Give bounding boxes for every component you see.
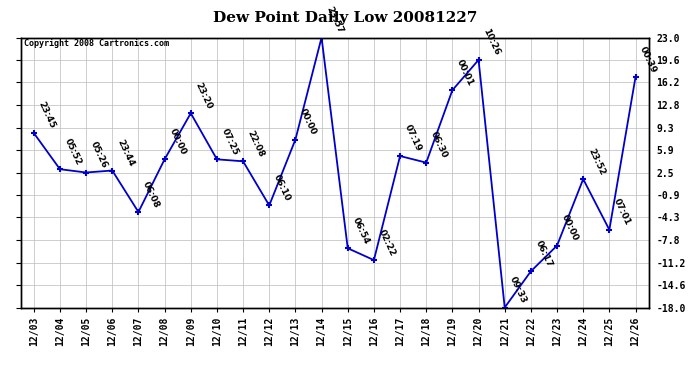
Text: 00:00: 00:00 — [168, 127, 188, 156]
Text: 06:08: 06:08 — [141, 180, 161, 209]
Text: 06:10: 06:10 — [272, 173, 292, 202]
Text: Copyright 2008 Cartronics.com: Copyright 2008 Cartronics.com — [24, 39, 169, 48]
Text: 23:57: 23:57 — [324, 5, 344, 35]
Text: 00:01: 00:01 — [455, 58, 475, 87]
Text: 02:22: 02:22 — [377, 228, 397, 257]
Text: 07:19: 07:19 — [403, 123, 423, 153]
Text: 23:44: 23:44 — [115, 138, 135, 168]
Text: 07:25: 07:25 — [219, 127, 240, 156]
Text: 00:00: 00:00 — [560, 213, 580, 243]
Text: 23:45: 23:45 — [37, 100, 57, 130]
Text: 05:26: 05:26 — [89, 140, 109, 170]
Text: 09:33: 09:33 — [507, 275, 528, 305]
Text: 06:54: 06:54 — [351, 216, 371, 246]
Text: 10:26: 10:26 — [482, 27, 502, 57]
Text: 00:39: 00:39 — [638, 45, 658, 74]
Text: Dew Point Daily Low 20081227: Dew Point Daily Low 20081227 — [213, 11, 477, 25]
Text: 06:30: 06:30 — [429, 130, 449, 160]
Text: 23:52: 23:52 — [586, 147, 607, 176]
Text: 00:00: 00:00 — [298, 108, 318, 137]
Text: 05:52: 05:52 — [63, 137, 83, 166]
Text: 23:20: 23:20 — [193, 81, 214, 111]
Text: 07:01: 07:01 — [612, 197, 632, 227]
Text: 22:08: 22:08 — [246, 129, 266, 159]
Text: 06:17: 06:17 — [533, 239, 554, 268]
